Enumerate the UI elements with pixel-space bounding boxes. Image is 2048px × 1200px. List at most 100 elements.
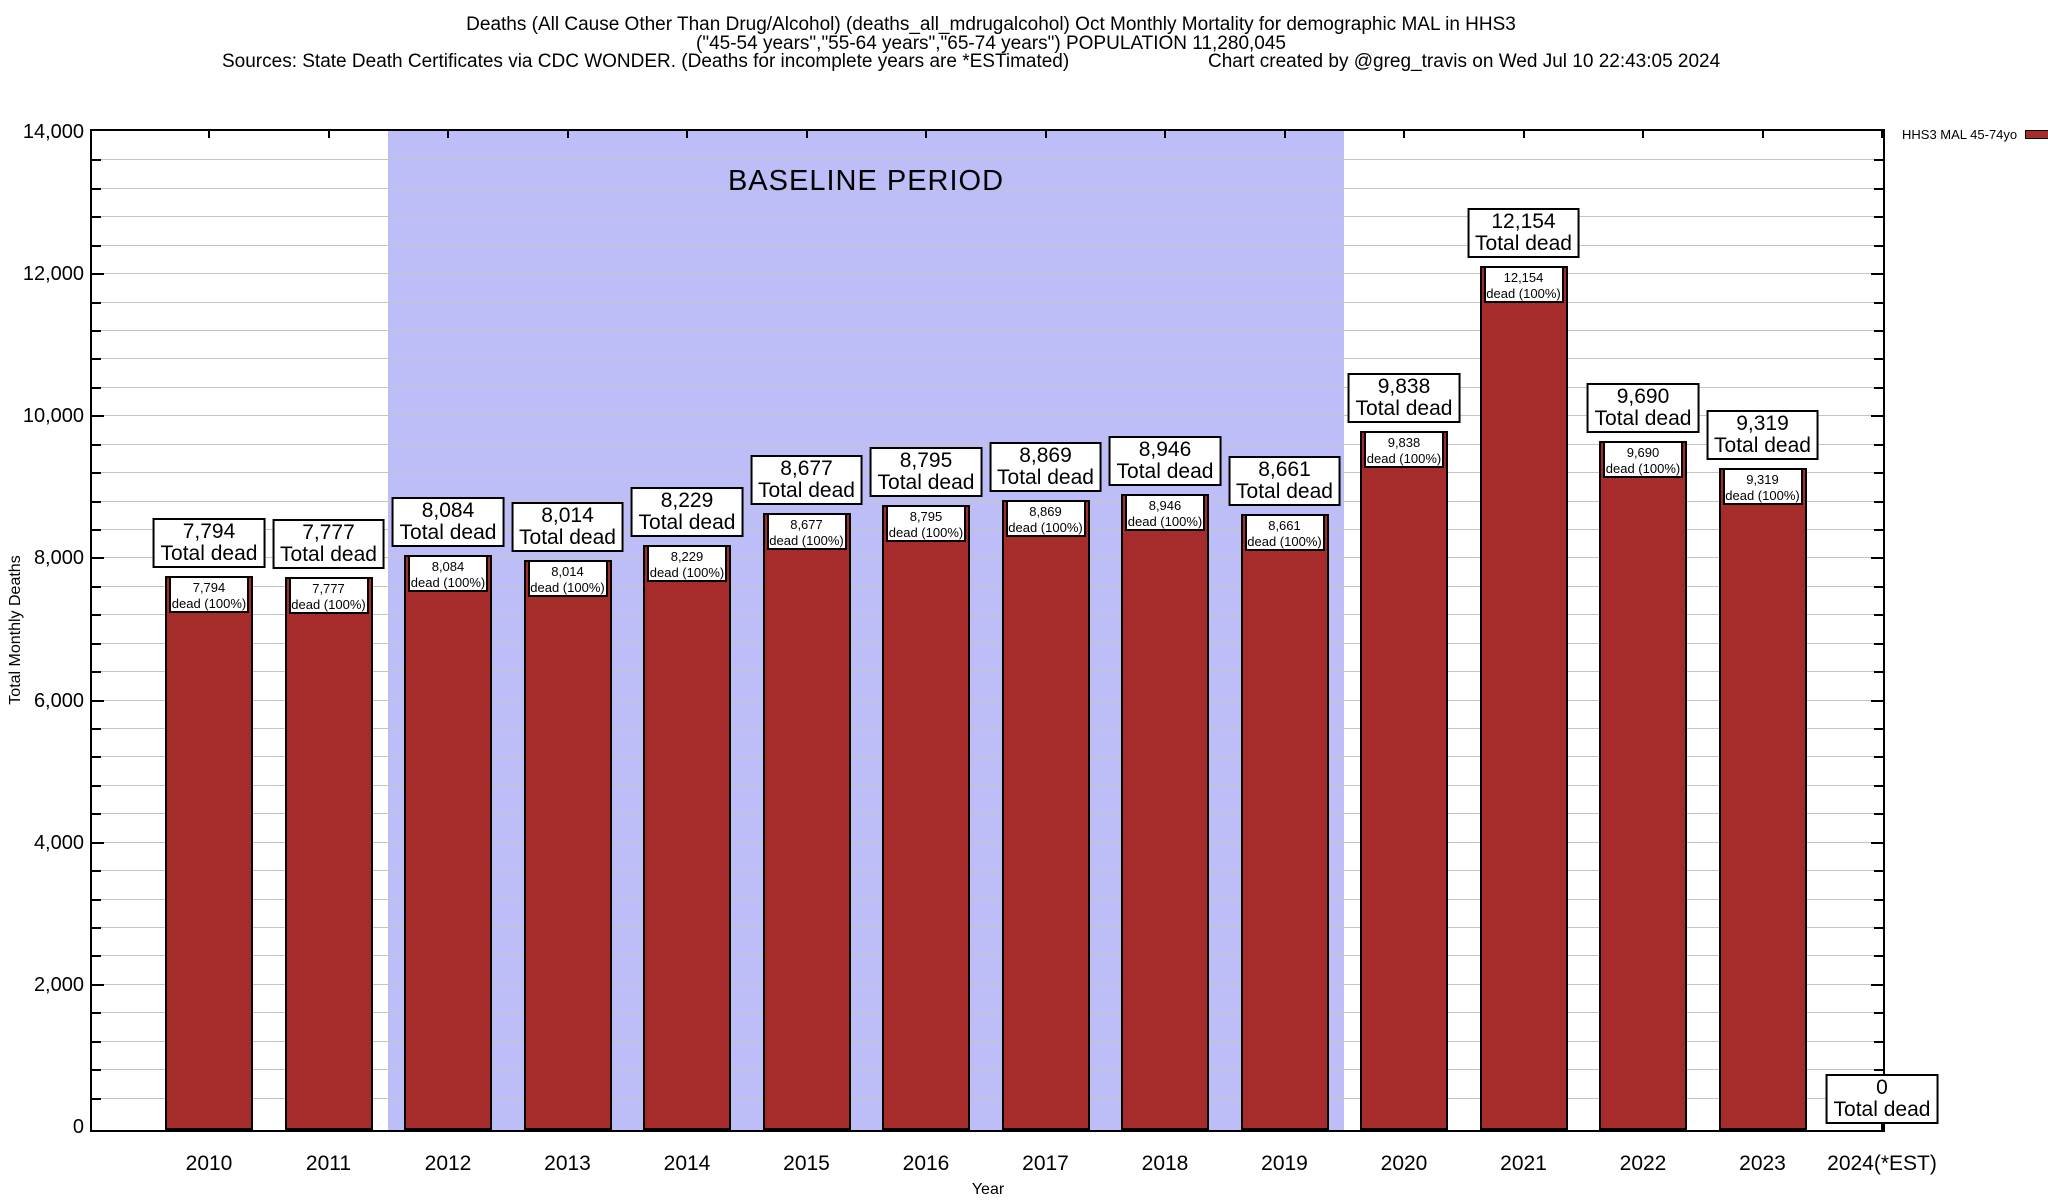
y-axis-tick	[92, 813, 101, 816]
bar-2012	[404, 555, 492, 1130]
y-axis-tick	[1874, 614, 1883, 617]
gridline	[92, 529, 1883, 530]
gridline	[92, 500, 1883, 502]
y-axis-tick	[92, 386, 101, 389]
y-axis-tick	[1874, 870, 1883, 873]
y-tick-label-14000: 14,000	[22, 121, 84, 143]
y-axis-tick	[1874, 784, 1883, 787]
gridline	[92, 159, 1883, 161]
y-axis-tick	[92, 955, 101, 958]
gridline	[92, 472, 1883, 474]
baseline-period-label: BASELINE PERIOD	[727, 165, 1005, 197]
y-axis-tick	[92, 472, 101, 475]
y-axis-tick	[92, 585, 101, 588]
x-axis-tick	[925, 131, 927, 138]
y-axis-tick	[92, 187, 101, 190]
gridline	[92, 699, 1883, 701]
x-tick-label-2021: 2021	[1500, 1152, 1547, 1175]
y-axis-tick	[1874, 330, 1883, 332]
y-axis-tick	[1874, 443, 1883, 446]
y-axis-tick	[92, 1040, 101, 1043]
gridline	[92, 273, 1883, 275]
bar-inner-label-2022: 9,690 dead (100%)	[1603, 441, 1683, 478]
bar-2018	[1121, 494, 1209, 1130]
y-axis-tick	[92, 699, 104, 702]
x-tick-label-2020: 2020	[1380, 1152, 1428, 1175]
gridline	[92, 386, 1883, 388]
bar-2014	[643, 545, 731, 1130]
y-axis-tick	[92, 415, 104, 418]
y-axis-tick	[92, 671, 101, 674]
gridline	[92, 784, 1883, 786]
gridline	[92, 728, 1883, 729]
x-axis-tick	[327, 131, 330, 138]
gridline	[92, 443, 1883, 445]
gridline	[92, 330, 1883, 331]
y-tick-label-8000: 8,000	[33, 547, 84, 570]
y-axis-tick	[1874, 1069, 1883, 1072]
bar-inner-label-2015: 8,677 dead (100%)	[766, 513, 847, 550]
bar-inner-label-2018: 8,946 dead (100%)	[1125, 494, 1205, 531]
x-tick-label-2024(*EST): 2024(*EST)	[1827, 1152, 1937, 1175]
x-axis-tick	[1761, 131, 1764, 138]
x-tick-label-2012: 2012	[424, 1152, 472, 1175]
gridline	[92, 642, 1883, 644]
x-axis-tick	[1403, 131, 1405, 138]
y-tick-label-12000: 12,000	[22, 263, 84, 286]
x-tick-label-2019: 2019	[1261, 1152, 1308, 1175]
bar-inner-label-2020: 9,838 dead (100%)	[1364, 431, 1444, 468]
y-axis-tick	[92, 500, 101, 503]
bar-2017	[1001, 500, 1090, 1130]
y-axis-tick	[1874, 386, 1883, 389]
y-axis-tick	[92, 443, 101, 446]
gridline	[92, 1097, 1883, 1099]
gridline	[92, 1012, 1883, 1014]
y-axis-tick	[92, 756, 101, 759]
x-tick-label-2015: 2015	[783, 1152, 830, 1175]
bar-2020	[1360, 431, 1448, 1130]
x-axis-tick	[686, 131, 688, 138]
bar-2023	[1718, 468, 1807, 1130]
x-axis-tick	[1044, 131, 1047, 138]
gridline	[92, 216, 1883, 218]
gridline	[92, 415, 1883, 417]
gridline	[92, 614, 1883, 616]
gridline	[92, 756, 1883, 758]
plot-area: BASELINE PERIOD 7,794 dead (100%) 7,794 Tot…	[90, 129, 1939, 1132]
bar-2011	[284, 577, 373, 1130]
bar-total-label-2024(*EST): 0 Total dead	[1825, 1074, 1939, 1124]
bar-total-label-2022: 9,690 Total dead	[1586, 383, 1700, 433]
y-axis-tick	[1874, 813, 1883, 816]
bar-inner-label-2016: 8,795 dead (100%)	[886, 505, 966, 542]
bar-inner-label-2011: 7,777 dead (100%)	[288, 577, 369, 614]
x-axis-tick	[1522, 131, 1525, 138]
bar-total-label-2010: 7,794 Total dead	[152, 518, 266, 568]
y-axis-tick	[1874, 529, 1883, 531]
bar-total-label-2012: 8,084 Total dead	[391, 497, 505, 547]
gridline	[92, 358, 1883, 360]
y-axis-tick	[1871, 273, 1883, 276]
bar-2022	[1599, 441, 1687, 1130]
bar-inner-label-2012: 8,084 dead (100%)	[408, 555, 488, 592]
x-axis-tick	[1283, 131, 1286, 138]
y-axis-tick	[92, 159, 101, 162]
bar-2021	[1479, 266, 1568, 1130]
sources-note: Sources: State Death Certificates via CD…	[222, 51, 1070, 72]
x-axis-tick	[805, 131, 808, 138]
gridline	[92, 557, 1883, 559]
y-tick-label-2000: 2,000	[33, 973, 84, 996]
y-axis-tick	[1874, 216, 1883, 219]
y-axis-tick	[92, 557, 104, 560]
y-axis-tick	[92, 529, 101, 531]
y-axis-tick	[1874, 301, 1883, 304]
y-axis-tick	[1874, 358, 1883, 361]
gridline	[92, 870, 1883, 872]
bar-total-label-2018: 8,946 Total dead	[1108, 436, 1222, 486]
bar-inner-label-2023: 9,319 dead (100%)	[1722, 468, 1803, 505]
y-axis-tick	[92, 870, 101, 873]
gridline	[92, 671, 1883, 673]
bar-inner-label-2019: 8,661 dead (100%)	[1244, 514, 1325, 551]
bar-total-label-2020: 9,838 Total dead	[1347, 373, 1461, 423]
y-axis-tick	[1874, 728, 1883, 730]
